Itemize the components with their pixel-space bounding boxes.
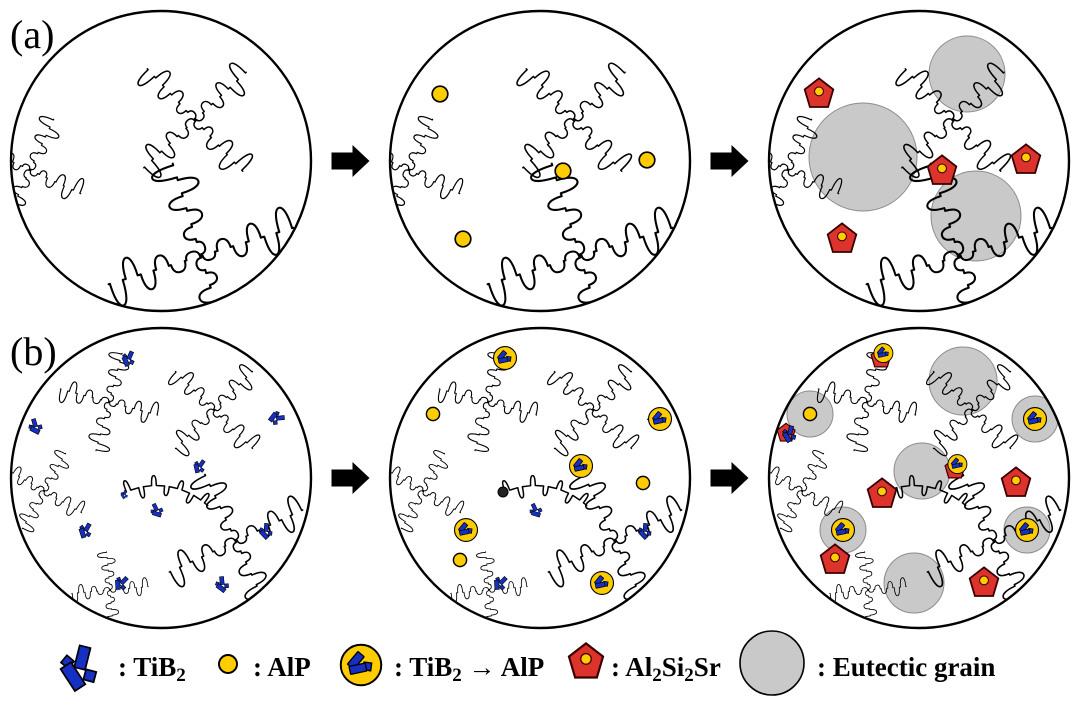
svg-text:(a): (a) [10, 12, 54, 57]
svg-text:: TiB2: : TiB2 [118, 652, 186, 686]
svg-text:: TiB2 → AlP: : TiB2 → AlP [394, 652, 544, 686]
svg-text:: Eutectic grain: : Eutectic grain [817, 652, 995, 682]
svg-text:: Al2Si2Sr: : Al2Si2Sr [611, 652, 721, 686]
svg-text:: AlP: : AlP [253, 652, 311, 682]
svg-text:(b): (b) [10, 329, 57, 374]
